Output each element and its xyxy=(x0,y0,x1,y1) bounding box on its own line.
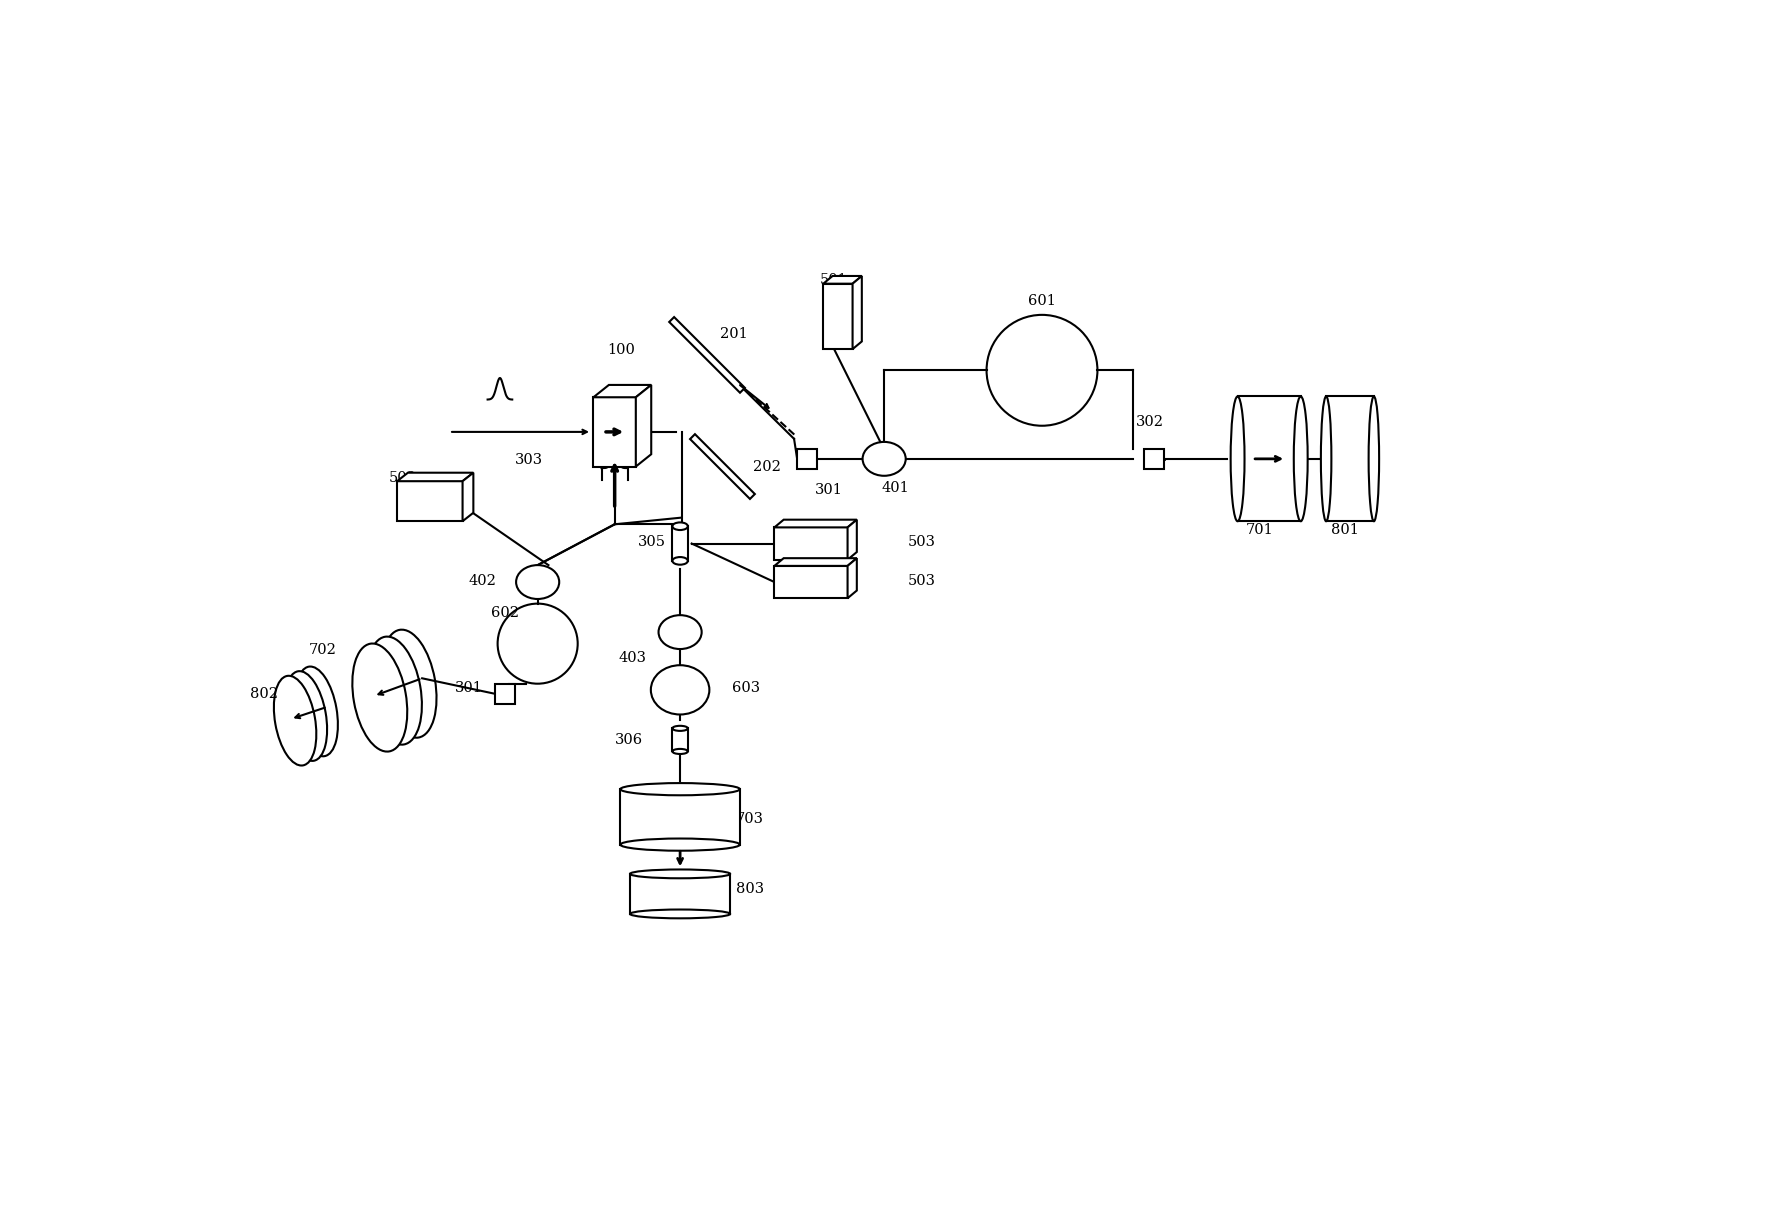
Bar xyxy=(1238,397,1300,521)
Ellipse shape xyxy=(673,725,687,731)
Ellipse shape xyxy=(296,666,338,756)
Ellipse shape xyxy=(673,748,687,755)
Ellipse shape xyxy=(862,442,905,475)
Ellipse shape xyxy=(1321,397,1332,521)
Ellipse shape xyxy=(630,909,730,919)
Ellipse shape xyxy=(620,783,740,795)
Text: 603: 603 xyxy=(733,681,760,696)
Text: 403: 403 xyxy=(618,650,646,664)
Text: 702: 702 xyxy=(308,643,336,657)
Polygon shape xyxy=(824,276,862,284)
Ellipse shape xyxy=(381,630,436,737)
Text: 803: 803 xyxy=(735,882,763,895)
Bar xyxy=(620,789,740,844)
Ellipse shape xyxy=(1369,397,1380,521)
Polygon shape xyxy=(774,559,857,566)
Ellipse shape xyxy=(659,615,701,649)
Text: 703: 703 xyxy=(735,812,763,826)
Bar xyxy=(774,528,848,560)
Text: 802: 802 xyxy=(250,687,278,701)
Polygon shape xyxy=(669,317,746,393)
Polygon shape xyxy=(636,385,652,467)
Polygon shape xyxy=(691,434,754,499)
Bar xyxy=(673,729,687,751)
Ellipse shape xyxy=(630,870,730,878)
Ellipse shape xyxy=(1231,397,1245,521)
Ellipse shape xyxy=(673,557,687,565)
Bar xyxy=(630,873,730,914)
Text: 302: 302 xyxy=(1135,415,1164,429)
Text: 303: 303 xyxy=(515,453,542,468)
Polygon shape xyxy=(397,473,473,481)
Bar xyxy=(824,284,852,349)
Text: 301: 301 xyxy=(455,681,483,696)
Ellipse shape xyxy=(285,671,328,761)
Text: 503: 503 xyxy=(907,535,935,549)
Bar xyxy=(397,481,462,521)
Ellipse shape xyxy=(620,839,740,850)
Ellipse shape xyxy=(650,665,710,714)
Text: 401: 401 xyxy=(882,481,910,495)
Text: 100: 100 xyxy=(607,343,634,356)
Polygon shape xyxy=(774,519,857,528)
Ellipse shape xyxy=(673,522,687,530)
Text: 306: 306 xyxy=(615,733,643,747)
Polygon shape xyxy=(848,559,857,598)
Polygon shape xyxy=(848,519,857,560)
Text: 501: 501 xyxy=(820,273,848,287)
Text: 701: 701 xyxy=(1247,523,1273,537)
Ellipse shape xyxy=(352,643,407,752)
Bar xyxy=(593,397,636,467)
Text: 201: 201 xyxy=(721,327,747,341)
Text: 305: 305 xyxy=(638,535,666,549)
Text: 402: 402 xyxy=(468,573,496,588)
Text: 503: 503 xyxy=(907,573,935,588)
Bar xyxy=(494,684,515,703)
Bar xyxy=(1144,448,1164,469)
Bar xyxy=(673,527,687,561)
Bar xyxy=(774,566,848,598)
Text: 502: 502 xyxy=(390,472,416,485)
Text: 801: 801 xyxy=(1330,523,1358,537)
Polygon shape xyxy=(852,276,862,349)
Bar xyxy=(1326,397,1374,521)
Ellipse shape xyxy=(275,676,317,766)
Ellipse shape xyxy=(515,565,560,599)
Bar xyxy=(797,448,816,469)
Text: 602: 602 xyxy=(491,606,519,620)
Ellipse shape xyxy=(367,637,421,745)
Text: 301: 301 xyxy=(815,483,843,496)
Polygon shape xyxy=(593,385,652,397)
Text: 202: 202 xyxy=(753,459,781,474)
Polygon shape xyxy=(462,473,473,521)
Text: 601: 601 xyxy=(1029,294,1056,307)
Ellipse shape xyxy=(1295,397,1307,521)
